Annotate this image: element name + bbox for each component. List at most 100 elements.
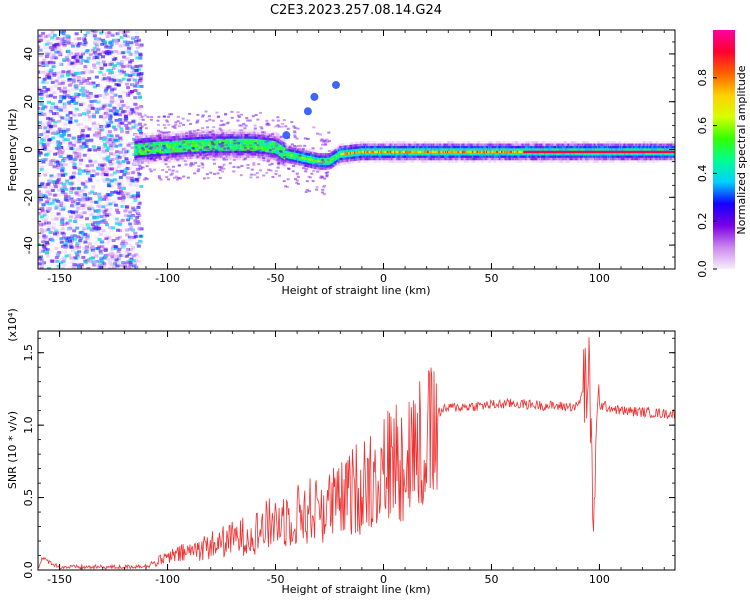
heatmap-noise-cell <box>125 248 130 252</box>
heatmap-noise-cell <box>88 243 93 247</box>
heatmap-noise-cell <box>134 106 139 110</box>
heatmap-noise-cell <box>85 90 90 94</box>
heatmap-trace-cell <box>244 131 247 134</box>
heatmap-noise-cell <box>62 168 67 172</box>
heatmap-trace-cell <box>185 130 189 133</box>
heatmap-noise-cell <box>86 222 91 226</box>
heatmap-noise-cell <box>50 80 55 84</box>
heatmap-trace-cell <box>228 155 232 158</box>
heatmap-trace-cell <box>260 156 263 159</box>
heatmap-noise-cell <box>47 256 52 260</box>
heatmap-noise-cell <box>100 189 105 193</box>
heatmap-noise-cell <box>103 157 108 161</box>
heatmap-noise-cell <box>45 81 50 85</box>
heatmap-noise-cell <box>132 41 137 45</box>
heatmap-noise-cell <box>60 166 65 170</box>
heatmap-noise-cell <box>117 33 122 37</box>
heatmap-noise-cell <box>111 66 116 70</box>
heatmap-trace-cell <box>142 135 146 139</box>
heatmap-noise-cell <box>126 112 131 116</box>
heatmap-noise-cell <box>108 235 113 239</box>
heatmap-trace-cell <box>277 133 281 137</box>
heatmap-noise-cell <box>85 258 90 262</box>
heatmap-noise-cell <box>139 219 144 223</box>
heatmap-noise-cell <box>128 243 133 247</box>
heatmap-trace-cell <box>146 133 150 136</box>
heatmap-noise-cell <box>74 84 79 88</box>
heatmap-noise-cell <box>137 122 142 126</box>
heatmap-trace-cell <box>151 158 154 162</box>
heatmap-trace-cell <box>247 133 250 137</box>
heatmap-noise-cell <box>85 172 90 176</box>
heatmap-noise-cell <box>106 123 111 127</box>
heatmap-noise-cell <box>61 232 66 236</box>
heatmap-noise-cell <box>130 215 135 219</box>
heatmap-noise-cell <box>121 182 126 186</box>
heatmap-trace-cell <box>137 157 140 161</box>
heatmap-noise-cell <box>44 143 49 147</box>
heatmap-noise-cell <box>130 151 135 155</box>
heatmap-noise-cell <box>42 58 47 62</box>
heatmap-noise-cell <box>133 80 138 84</box>
heatmap-noise-cell <box>126 239 131 243</box>
heatmap-noise-cell <box>43 168 48 172</box>
heatmap-noise-cell <box>81 101 86 105</box>
heatmap-trace-cell <box>287 143 290 147</box>
heatmap-noise-cell <box>75 190 80 194</box>
heatmap-noise-cell <box>100 195 105 199</box>
heatmap-noise-cell <box>60 244 65 248</box>
heatmap-noise-cell <box>44 238 49 242</box>
heatmap-trace-cell <box>322 169 326 173</box>
heatmap-noise-cell <box>66 89 71 93</box>
heatmap-trace-cell <box>246 131 249 134</box>
heatmap-noise-cell <box>48 186 53 190</box>
heatmap-noise-cell <box>138 107 143 111</box>
heatmap-noise-cell <box>48 41 53 45</box>
heatmap-trace-cell <box>278 158 282 161</box>
heatmap-noise-cell <box>62 87 67 91</box>
heatmap-noise-cell <box>53 259 58 263</box>
heatmap-trace-cell <box>325 167 328 170</box>
heatmap-trace-cell <box>257 132 260 135</box>
heatmap-trace-cell <box>336 144 340 148</box>
heatmap-noise-cell <box>48 210 53 214</box>
heatmap-noise-cell <box>77 154 82 158</box>
heatmap-noise-cell <box>59 152 64 156</box>
heatmap-noise-cell <box>130 171 135 175</box>
heatmap-noise-cell <box>113 38 118 42</box>
heatmap-trace-cell <box>306 150 310 154</box>
heatmap-noise-cell <box>61 129 66 133</box>
heatmap-noise-cell <box>104 79 109 83</box>
heatmap-noise-cell <box>96 127 101 131</box>
heatmap-noise-cell <box>44 170 49 174</box>
heatmap-noise-cell <box>118 118 123 122</box>
heatmap-noise-cell <box>40 34 45 38</box>
heatmap-trace-cell <box>296 165 300 168</box>
heatmap-noise-cell <box>56 212 61 216</box>
heatmap-noise-cell <box>99 251 104 255</box>
heatmap-noise-cell <box>115 150 120 154</box>
heatmap-trace-cell <box>274 155 277 158</box>
heatmap-noise-cell <box>118 134 123 138</box>
heatmap-trace-cell <box>171 131 175 134</box>
heatmap-noise-cell <box>138 44 143 48</box>
heatmap-trace-cell <box>320 153 324 156</box>
heatmap-noise-cell <box>88 213 93 217</box>
heatmap-noise-cell <box>137 227 142 231</box>
heatmap-noise-cell <box>139 105 144 109</box>
heatmap-noise-cell <box>99 124 104 128</box>
heatmap-noise-cell <box>91 79 96 83</box>
heatmap-trace-cell <box>341 162 344 165</box>
heatmap-noise-cell <box>109 150 114 154</box>
heatmap-noise-cell <box>41 80 46 84</box>
heatmap-trace-cell <box>182 135 186 138</box>
heatmap-noise-cell <box>112 153 117 157</box>
heatmap-noise-cell <box>82 225 87 229</box>
heatmap-noise-cell <box>63 108 68 112</box>
heatmap-trace-cell <box>284 161 287 165</box>
heatmap-trace-cell <box>192 134 195 138</box>
heatmap-noise-cell <box>43 197 48 201</box>
heatmap-trace-cell <box>311 149 314 152</box>
heatmap-noise-cell <box>132 264 137 268</box>
heatmap-noise-cell <box>58 130 63 134</box>
